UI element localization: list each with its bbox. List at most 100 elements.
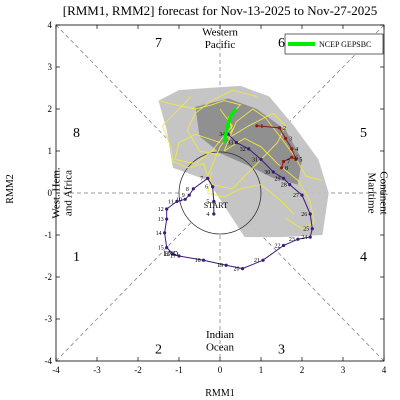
forecast-point-label: 2 [283,126,286,132]
observed-point [271,170,275,174]
forecast-point [290,147,294,151]
observed-point-label: 28 [281,183,287,189]
forecast-point [284,136,288,140]
observed-point-label: 11 [168,199,174,205]
observed-point-label: 9 [182,193,185,199]
phase-label: 8 [73,126,80,141]
observed-point-label: 20 [234,267,240,273]
diagonal-guide [55,222,192,362]
x-tick-label: -2 [134,365,142,375]
x-axis-label: RMM1 [205,388,234,399]
observed-point-label: 13 [158,217,164,223]
observed-point [281,243,286,248]
observed-point-label: 23 [289,237,295,243]
region-label-top: Western [202,27,238,39]
forecast-point [255,124,259,128]
observed-point-label: 8 [186,187,189,193]
phase-label: 6 [278,36,285,51]
observed-point-label: 33 [227,141,233,147]
observed-point-label: 7 [200,176,203,182]
observed-point-label: 16 [164,252,170,258]
observed-point [191,187,195,191]
forecast-point-label: 1 [260,124,263,130]
observed-point-label: 26 [301,212,307,218]
legend-box [284,33,384,55]
forecast-point-label: 6 [295,155,298,161]
y-tick-label: 1 [48,146,53,156]
x-tick-label: -4 [52,365,60,375]
observed-point-label: 25 [303,227,309,233]
phase-label: 7 [155,36,162,51]
phase-label: 4 [360,250,367,265]
y-tick-label: 3 [48,62,53,72]
phase-label: 3 [278,342,285,357]
observed-point [261,258,265,262]
region-label-top: Pacific [205,39,236,51]
observed-point [296,237,300,241]
diagonal-guide [248,222,385,362]
observed-point [175,199,179,203]
forecast-point-label: 3 [289,136,292,142]
y-tick-label: -3 [45,314,53,324]
forecast-point [290,155,294,159]
observed-point-label: 5 [206,199,209,205]
observed-point-label: 21 [254,258,260,264]
observed-point [202,258,206,262]
y-tick-label: -2 [45,272,53,282]
forecast-point-label: 7 [287,160,290,166]
observed-point-label: 4 [206,212,209,218]
region-label-left: and Africa [63,170,75,216]
x-tick-label: -1 [175,365,183,375]
unit-circle [178,151,262,235]
observed-point-label: 34 [219,132,225,138]
observed-point-label: 15 [158,246,164,252]
observed-point [171,252,175,256]
observed-point-label: 30 [264,170,270,176]
observed-point-label: 24 [301,235,307,241]
phase-label: 5 [360,126,367,141]
y-tick-label: 0 [48,188,53,198]
forecast-point [277,126,282,130]
observed-point-label: 6 [205,185,208,191]
observed-point [206,176,210,180]
ensemble-inner-band [195,98,302,185]
observed-point [165,217,169,221]
observed-point [300,193,304,197]
observed-point [308,212,312,216]
observed-point-label: 22 [275,244,281,250]
observed-point [247,147,251,151]
region-label-bottom: Ocean [206,342,235,354]
observed-point [240,267,245,271]
legend: NCEP GEPSBC [284,33,384,55]
forecast-point [281,159,286,164]
observed-point-label: 17 [170,254,176,260]
y-axis-label: RMM2 [5,174,16,203]
y-tick-label: 4 [48,20,53,30]
ensemble-member-line [186,89,258,156]
forecast-point-label: 4 [295,147,298,153]
observed-point [211,185,215,189]
region-label-bottom: Indian [206,329,235,341]
observed-point [177,254,181,258]
ensemble-mean-line [222,107,238,143]
observed-point [281,176,286,180]
forecast-point-label: 8 [285,166,288,172]
observed-point [310,227,314,231]
observed-point-label: 12 [158,207,164,213]
forecast-point-label: 5 [299,157,302,163]
legend-label: NCEP GEPSBC [319,40,371,49]
phase-label: 2 [155,342,162,357]
x-tick-label: 0 [218,365,223,375]
ensemble-member-line [211,112,287,190]
ensemble-member-line [223,108,323,181]
phase-label: 1 [73,250,80,265]
observed-point [212,199,216,203]
observed-point-label: 18 [195,258,201,264]
y-tick-label: -1 [45,230,53,240]
ensemble-member-line [207,171,295,215]
chart-title: [RMM1, RMM2] forecast for Nov-13-2025 to… [63,3,378,18]
observed-point-label: 19 [217,263,223,269]
observed-point-label: 32 [240,147,246,153]
